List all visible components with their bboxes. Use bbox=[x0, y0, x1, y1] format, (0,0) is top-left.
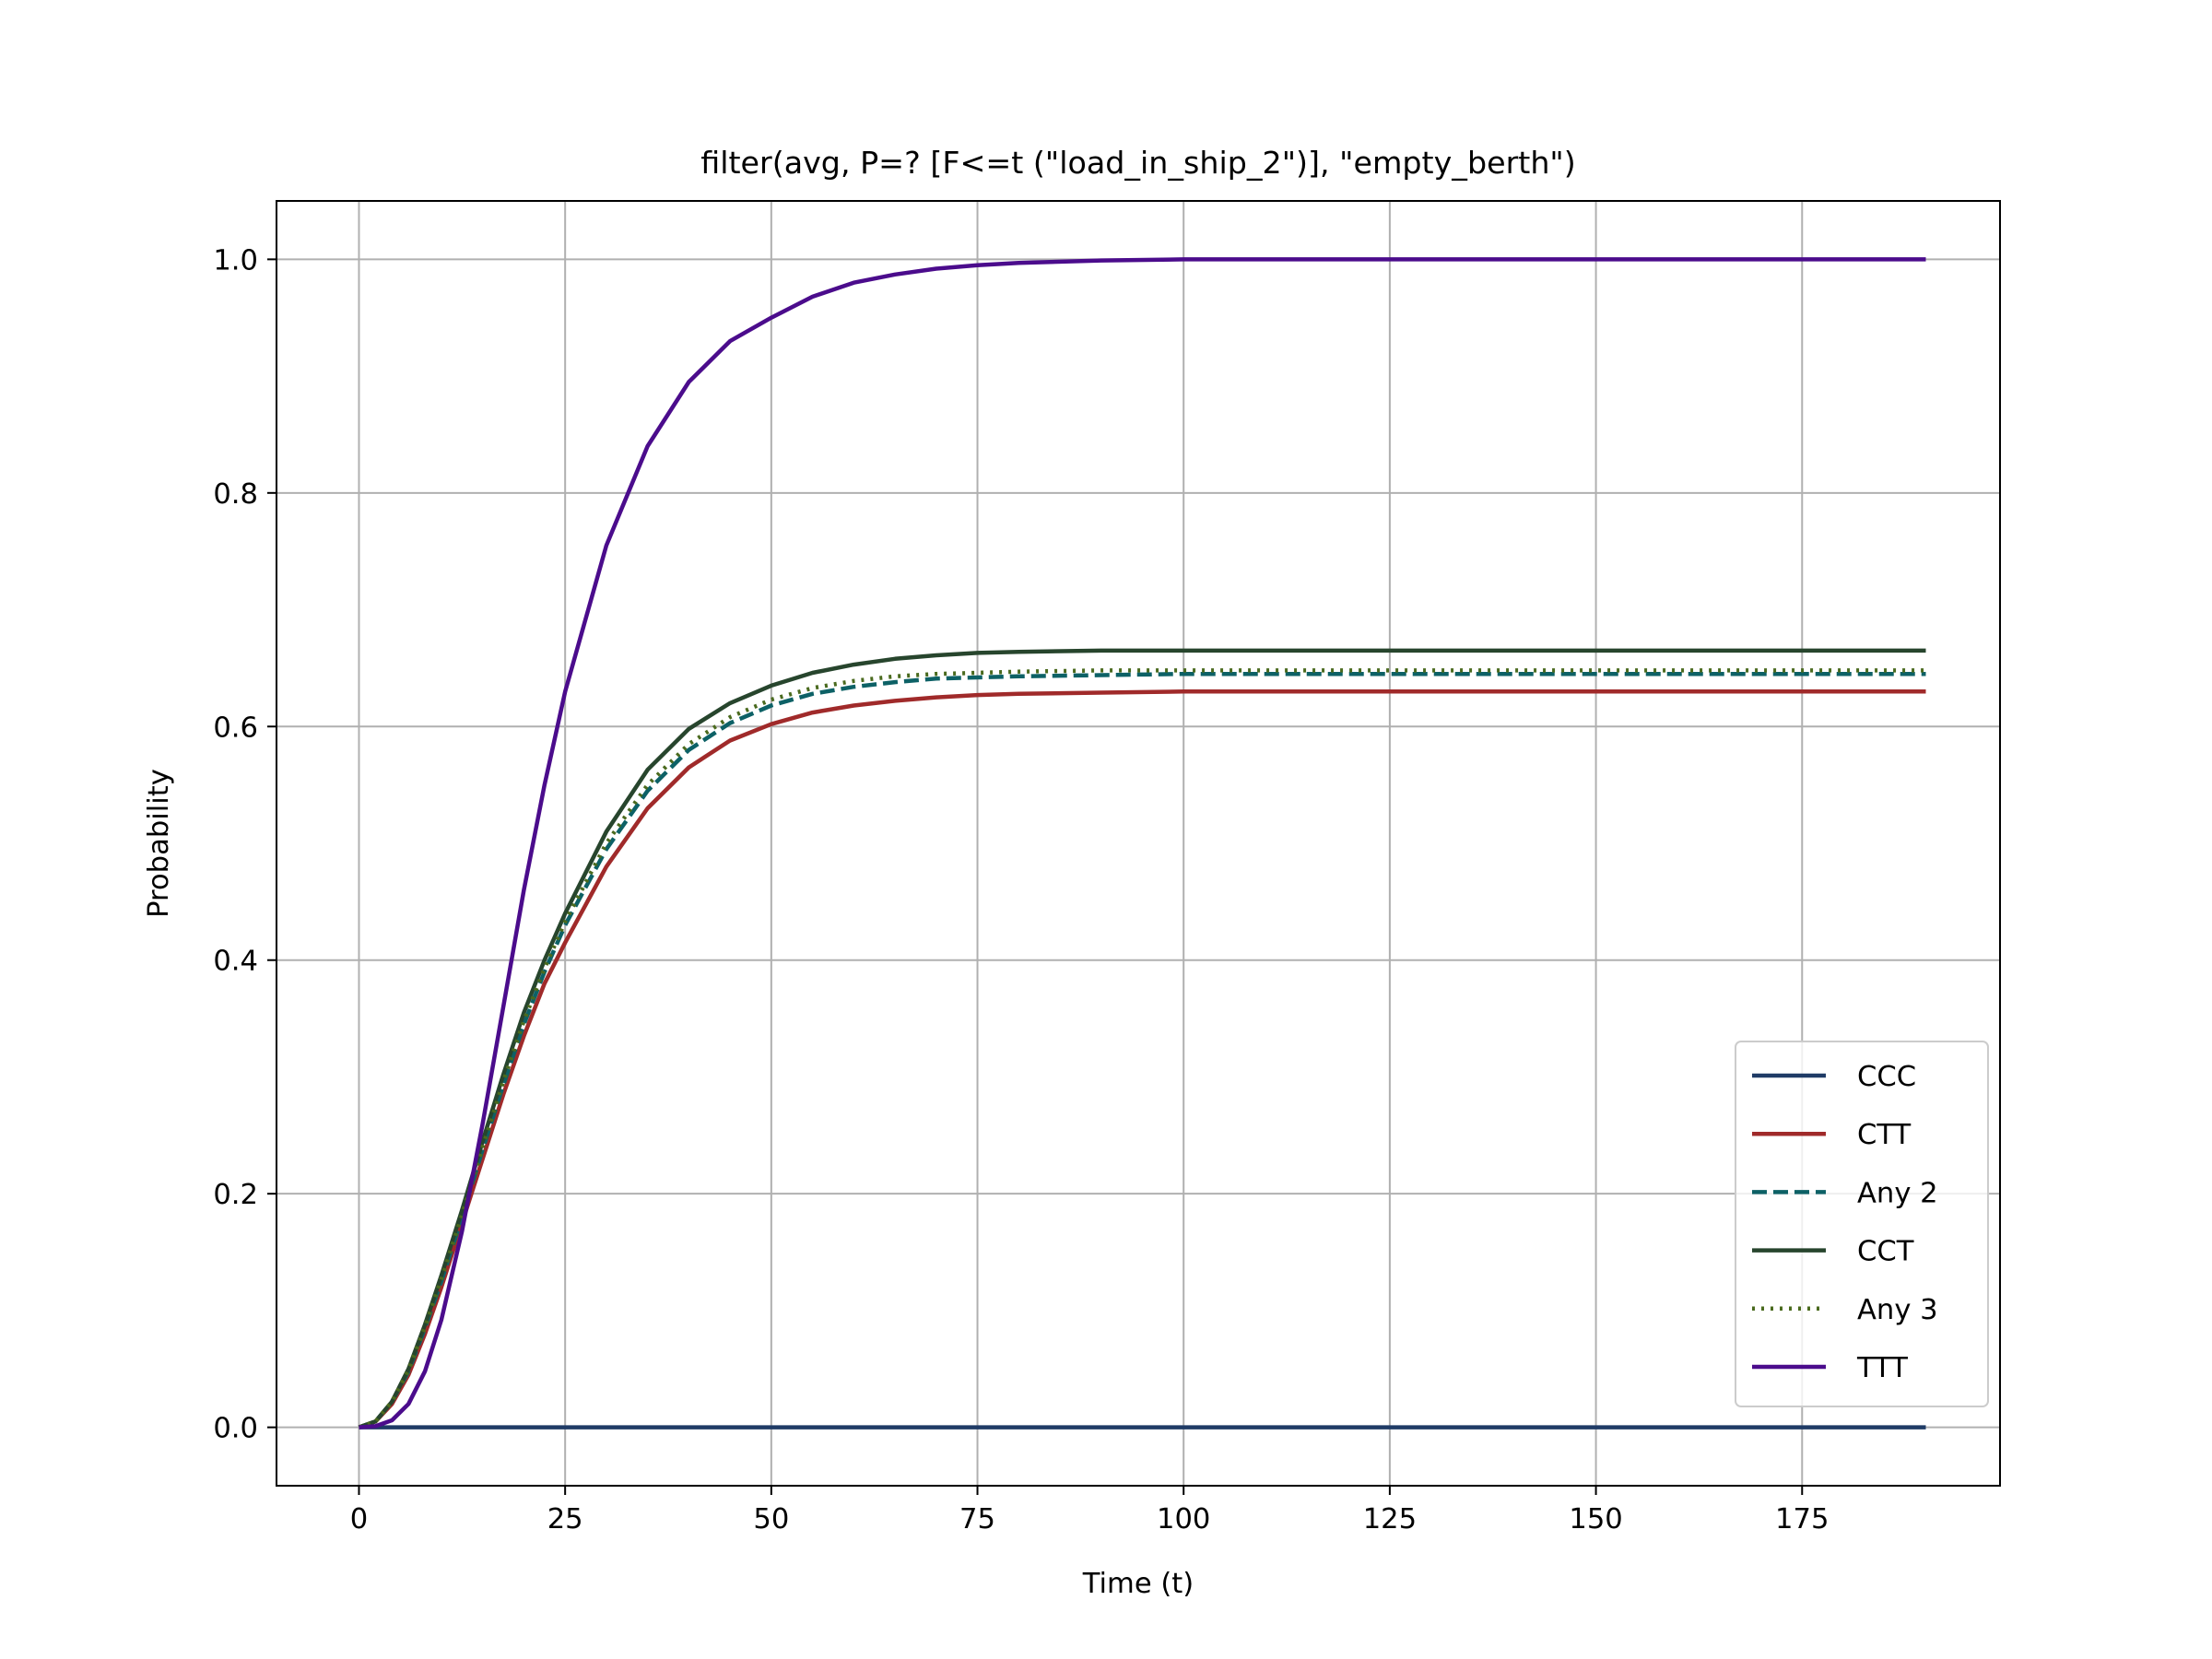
legend-label-3: CCT bbox=[1857, 1236, 1914, 1268]
plot-frame bbox=[276, 200, 2001, 1487]
y-tick-label: 0.0 bbox=[213, 1413, 258, 1445]
x-axis-label: Time (t) bbox=[1082, 1568, 1194, 1600]
legend: CCC CTT Any 2 CCT Any 3 TTT bbox=[1735, 1041, 1989, 1407]
series-line-4 bbox=[358, 668, 1926, 1430]
x-tick-label: 75 bbox=[959, 1503, 995, 1535]
legend-label-5: TTT bbox=[1856, 1352, 1908, 1384]
chart-title: filter(avg, P=? [F<=t ("load_in_ship_2")… bbox=[700, 145, 1575, 181]
y-tick-label: 0.4 bbox=[213, 946, 258, 978]
x-tick-label: 50 bbox=[753, 1503, 789, 1535]
series-line-2 bbox=[358, 671, 1926, 1430]
legend-label-4: Any 3 bbox=[1857, 1294, 1938, 1326]
x-tick-label: 0 bbox=[350, 1503, 368, 1535]
legend-label-1: CTT bbox=[1857, 1119, 1912, 1151]
ticks: 0 25 50 75 100 125 150 175 0.0 0.2 0.4 0.6 0.8 1.0 bbox=[213, 244, 1829, 1535]
y-tick-label: 0.6 bbox=[213, 712, 258, 744]
y-axis-label: Probability bbox=[143, 769, 175, 918]
series-line-3 bbox=[358, 648, 1926, 1430]
legend-label-2: Any 2 bbox=[1857, 1177, 1938, 1209]
legend-label-0: CCC bbox=[1857, 1061, 1916, 1093]
x-tick-label: 125 bbox=[1363, 1503, 1417, 1535]
x-tick-label: 25 bbox=[547, 1503, 583, 1535]
y-tick-label: 1.0 bbox=[213, 244, 258, 276]
y-tick-label: 0.8 bbox=[213, 478, 258, 511]
x-tick-label: 100 bbox=[1157, 1503, 1210, 1535]
x-tick-label: 150 bbox=[1569, 1503, 1622, 1535]
series-group bbox=[358, 257, 1926, 1430]
y-tick-label: 0.2 bbox=[213, 1179, 258, 1211]
x-tick-label: 175 bbox=[1775, 1503, 1829, 1535]
series-line-5 bbox=[359, 257, 1926, 1430]
